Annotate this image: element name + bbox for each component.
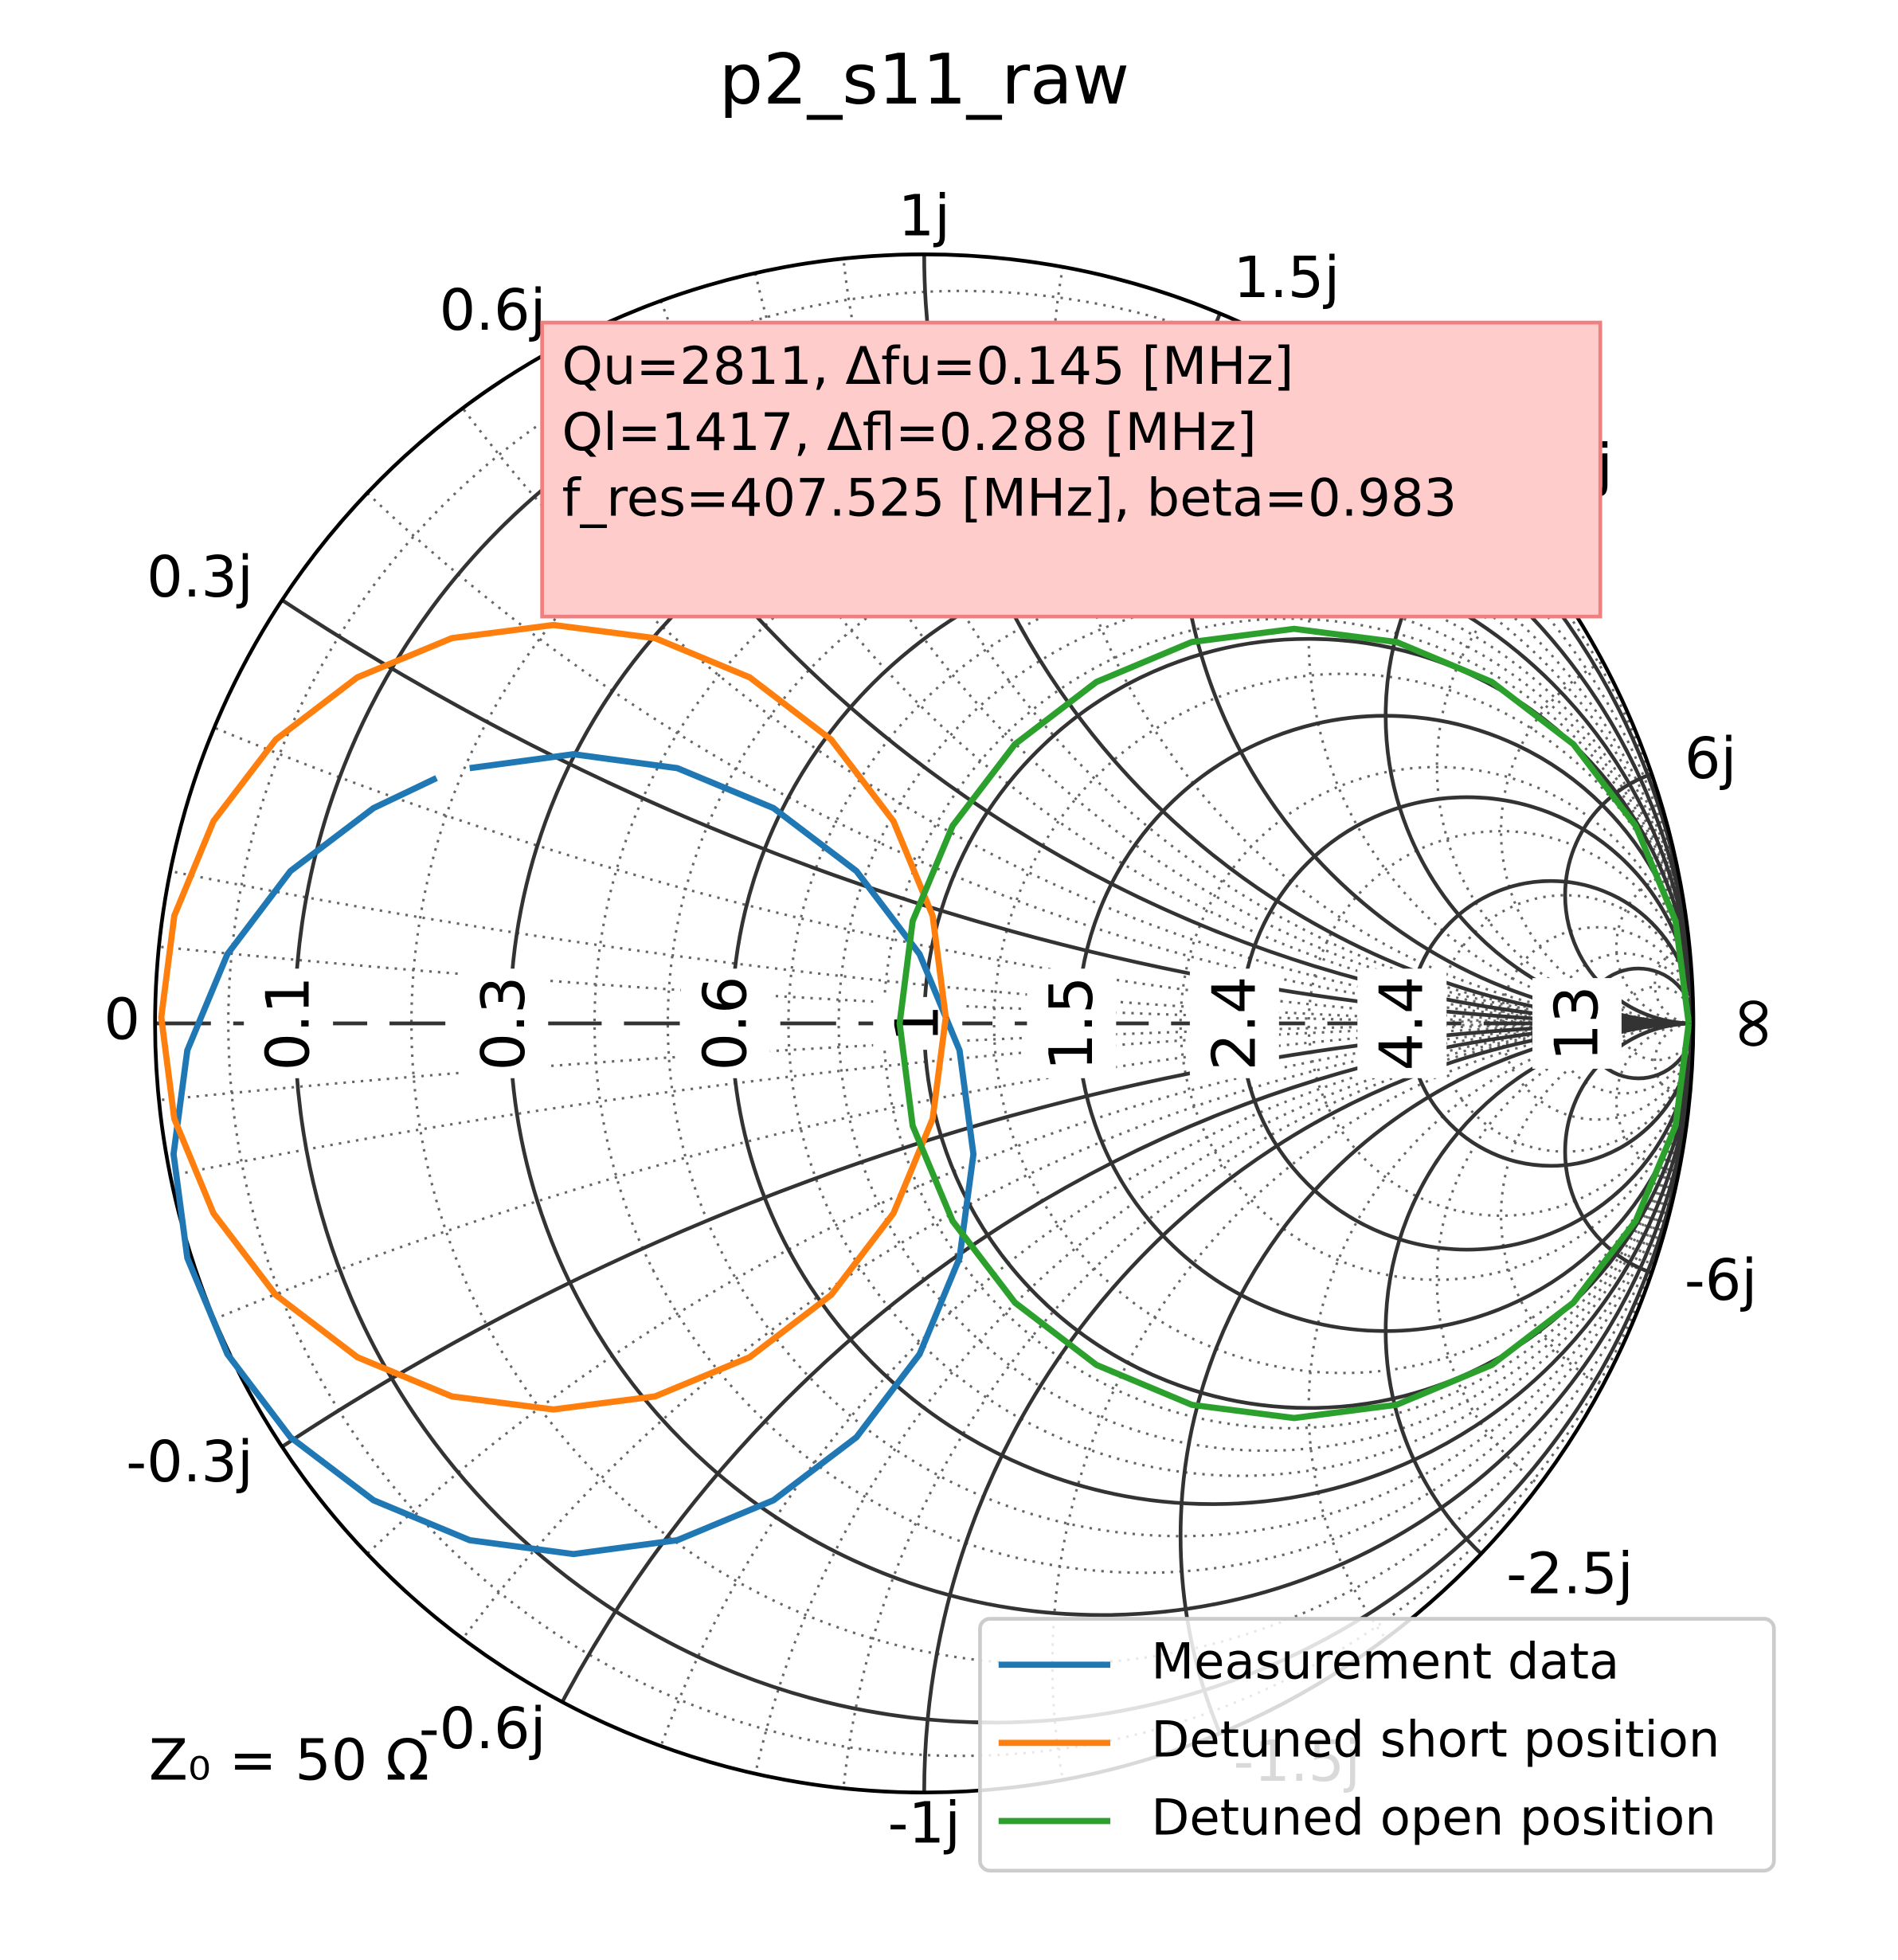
x-tick-label: -0.6j <box>419 1696 546 1762</box>
series-line <box>896 625 1693 1422</box>
r-tick-bg <box>1027 968 1117 1078</box>
annotation: Qu=2811, Δfu=0.145 [MHz]Ql=1417, Δfl=0.2… <box>562 336 1458 528</box>
r-tick: 1.5 <box>1027 968 1117 1078</box>
x-tick-label: 1.5j <box>1233 245 1340 311</box>
resistance-grid-line <box>1500 925 1694 1121</box>
r-tick: 0.1 <box>244 968 334 1078</box>
resistance-grid-line <box>1179 765 1694 1281</box>
x-tick-label: -2.5j <box>1506 1540 1634 1606</box>
annotation-line: f_res=407.525 [MHz], beta=0.983 <box>562 468 1458 528</box>
r-tick: 0.6 <box>680 968 770 1078</box>
r-tick-label: 2.4 <box>1199 976 1269 1071</box>
r-tick-bg <box>1189 968 1279 1078</box>
x-tick-label: 6j <box>1685 726 1736 792</box>
r-tick-bg <box>1357 968 1447 1078</box>
x-tick-label: 1j <box>898 182 950 248</box>
x-tick-label: -0.3j <box>126 1429 253 1495</box>
x-tick-label: 0.3j <box>147 544 253 610</box>
legend-label: Detuned short position <box>1151 1710 1720 1768</box>
r-tick: 4.4 <box>1357 968 1447 1078</box>
r-tick-bg <box>459 968 549 1078</box>
r-inf-label: ∞ <box>1707 992 1794 1054</box>
r-tick-label: 0.6 <box>691 976 760 1071</box>
r-tick-label: 0.3 <box>469 976 538 1071</box>
resistance-grid-line <box>837 594 1694 1453</box>
x-tick-label: 0.6j <box>440 277 546 343</box>
r-tick-label: 4.4 <box>1368 976 1437 1071</box>
series-line <box>158 621 949 1413</box>
legend: Measurement data Detuned short position De… <box>998 1632 1720 1847</box>
r-tick-bg <box>1532 978 1622 1069</box>
annotation-line: Qu=2811, Δfu=0.145 [MHz] <box>562 336 1294 397</box>
legend-label: Detuned open position <box>1151 1789 1716 1847</box>
r-tick-label: 13 <box>1542 985 1611 1061</box>
legend-label: Measurement data <box>1151 1632 1619 1690</box>
r-tick: 0.3 <box>459 968 549 1078</box>
r-tick-label: 0 <box>104 987 140 1053</box>
outer-circle <box>153 252 1696 1795</box>
x-tick-label: -6j <box>1685 1247 1757 1313</box>
z0-label: Z₀ = 50 Ω <box>149 1727 429 1793</box>
legend-box <box>978 1617 1776 1873</box>
r-tick: 13 <box>1532 978 1622 1069</box>
annotation-line: Ql=1417, Δfl=0.288 [MHz] <box>562 402 1257 463</box>
r-tick-label: 0.1 <box>254 976 323 1071</box>
series <box>158 621 1693 1558</box>
annotation-box <box>540 320 1603 619</box>
r-tick-bg <box>244 968 334 1078</box>
resistance-grid-line <box>882 617 1694 1430</box>
chart-title: p2_s11_raw <box>719 39 1129 120</box>
r-tick-label: 1.5 <box>1037 976 1106 1071</box>
series-line <box>170 751 977 1558</box>
x-tick-label: -1j <box>888 1790 961 1856</box>
r-tick: 2.4 <box>1189 968 1279 1078</box>
r-tick-bg <box>680 968 770 1078</box>
